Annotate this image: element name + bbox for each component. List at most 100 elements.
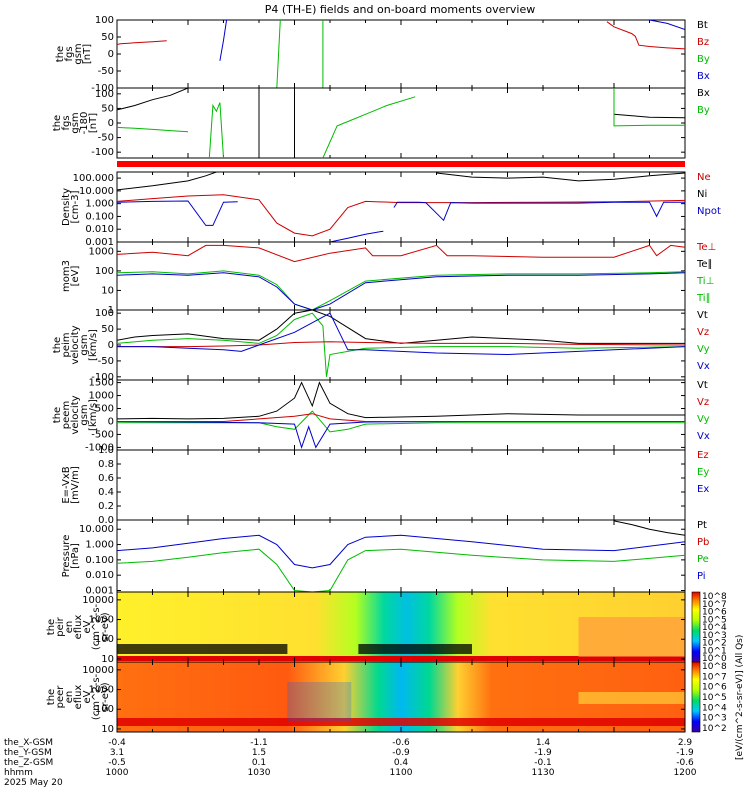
legend-mom-2: Ti⊥	[696, 276, 714, 287]
peir-low-band-left	[117, 644, 288, 654]
ylabel-peer-1: peer	[55, 685, 66, 709]
footer-value-1-1: 1.5	[252, 748, 266, 758]
legend-peim-1: Vz	[697, 327, 709, 338]
ylabel-fgs2-0: the	[52, 115, 63, 131]
legend-efield-0: Ez	[697, 450, 709, 461]
ylabel-mom-0: mom3	[61, 260, 72, 292]
ytick-label-efield-4: 0.2	[98, 501, 114, 512]
panel-frame-pressure	[116, 519, 686, 593]
ylabel-fgs-1: fgs	[64, 46, 75, 61]
legend-density-1: Ni	[697, 189, 707, 200]
series-fgs-Bz-1	[606, 21, 685, 50]
ytick-label-density-3: 0.100	[85, 211, 114, 222]
panel-frame-density	[116, 171, 686, 243]
series-mom-Ti∥-2	[117, 272, 685, 310]
series-pressure-Pe-2	[117, 548, 685, 592]
colorbar-peir-bar	[691, 591, 701, 663]
series-fgs2-Bx-3	[258, 88, 295, 158]
colorbar-tick-ticks-0: 10^8	[702, 592, 727, 602]
ylabel-peem-0: the	[52, 407, 63, 423]
colorbar-tick-ticks2-4: 10^4	[702, 703, 727, 713]
ytick-label-peim-2: 0	[108, 340, 114, 351]
ylabel-peem-1: peem	[61, 401, 72, 429]
peir-late-band	[578, 617, 685, 657]
series-pressure-Pt-0	[613, 520, 685, 536]
ytick-label-density-1: 10.000	[79, 186, 114, 197]
ytick-label-peer-3: 10	[101, 724, 114, 735]
ylabel-peim-2: velocity	[70, 325, 81, 364]
series-density-Ni-1	[436, 172, 685, 182]
ytick-label-fgs-0: 100	[95, 15, 114, 26]
footer-row-x-label: the_X-GSM	[4, 738, 53, 748]
ytick-label-peem-1: 1000	[89, 391, 114, 402]
legend-peem-0: Vt	[697, 380, 708, 391]
series-peim-Vx-3	[117, 312, 685, 356]
panel-frame-fgs2	[116, 87, 686, 159]
colorbar-tick-ticks2-0: 10^8	[702, 662, 727, 672]
panel-pressure: 10.000 1.000 0.100 0.010 0.001 Pressure[nPa] P…	[61, 519, 709, 597]
ylabel-fgs2-2: gsm	[70, 112, 81, 133]
peir-low-band-right	[358, 644, 472, 654]
panel-frame-fgs	[116, 19, 686, 89]
ytick-label-peem-4: -500	[91, 429, 114, 440]
ylabel-fgs-2: gsm	[73, 43, 84, 64]
ylabel-peim-3: gsm	[79, 334, 90, 355]
legend-pressure-1: Pb	[697, 537, 709, 548]
legend-efield-2: Ex	[697, 484, 709, 495]
ytick-label-peim-4: -100	[91, 372, 114, 383]
footer-value-3-1: 1030	[248, 768, 271, 778]
footer-value-1-0: 3.1	[110, 748, 124, 758]
ytick-label-mom-2: 10	[101, 285, 114, 296]
ylabel-peir-6: sr-eV)	[100, 612, 111, 641]
panel-frame-mom	[116, 241, 686, 311]
series-peem-Vz-3	[117, 413, 685, 422]
footer-value-0-4: 2.9	[678, 738, 693, 748]
ylabel-pressure-1: [nPa]	[70, 543, 81, 569]
legend-density-2: Npot	[697, 206, 721, 217]
panel-density: 100.000 10.000 1.0000.100 0.010 0.001 Density…	[61, 171, 721, 248]
footer-value-0-2: -0.6	[392, 738, 410, 748]
ylabel-peer-2: en	[64, 691, 75, 704]
plot-title: P4 (TH-E) fields and on-board moments ov…	[265, 3, 536, 16]
series-mom-Te⊥-0	[117, 244, 685, 263]
legend-fgs-2: By	[697, 54, 710, 65]
ytick-label-mom-0: 1000	[89, 246, 114, 257]
ytick-label-fgs-4: -100	[91, 83, 114, 94]
ylabel-fgs-0: the	[55, 46, 66, 62]
peer-center-core	[287, 682, 352, 722]
series-peem-Vx-2	[117, 421, 685, 450]
ytick-label-mom-3: 1	[108, 305, 114, 316]
colorbar-tick-ticks2-1: 10^7	[702, 672, 727, 682]
legend-density-0: Ne	[697, 172, 711, 183]
footer-value-2-0: -0.5	[108, 758, 126, 768]
footer-value-3-4: 1200	[674, 768, 697, 778]
ytick-label-peem-5: -1000	[85, 442, 114, 453]
colorbar-tick-ticks-4: 10^4	[702, 623, 727, 633]
legend-peem-1: Vz	[697, 397, 709, 408]
ylabel-fgs2-3: -180	[79, 112, 90, 135]
footer-value-2-4: -0.6	[676, 758, 694, 768]
panel-frame-efield	[116, 449, 686, 521]
colorbar-peer-bar	[691, 661, 701, 733]
ytick-label-pressure-1: 1.000	[85, 540, 114, 551]
colorbar-tick-ticks-3: 10^5	[702, 615, 727, 625]
colorbar-label: [eV/(cm^2-s-sr-eV)] (All Qs)	[735, 635, 745, 760]
footer-value-3-0: 1000	[106, 768, 129, 778]
colorbar-peer: 10^810^710^610^510^410^310^2	[691, 661, 727, 734]
panel-mom: 1000 100 10 1 mom3[eV] Te⊥ Te∥ Ti⊥ Ti∥	[61, 241, 716, 316]
ytick-label-peer-0: 10000	[82, 665, 114, 676]
colorbar-tick-ticks2-6: 10^2	[702, 724, 727, 734]
peer-low-band	[117, 718, 685, 726]
ylabel-peer-5: (cm^2-s-	[91, 673, 102, 720]
series-fgs-By-4	[276, 20, 281, 88]
ylabel-peir-2: en	[64, 621, 75, 634]
footer-value-0-0: -0.4	[108, 738, 126, 748]
footer-row-z-label: the_Z-GSM	[4, 758, 53, 768]
ytick-label-pressure-3: 0.010	[85, 570, 114, 581]
colorbar-tick-ticks-7: 10^1	[702, 646, 727, 656]
ylabel-peer-3: eflux	[73, 685, 84, 710]
